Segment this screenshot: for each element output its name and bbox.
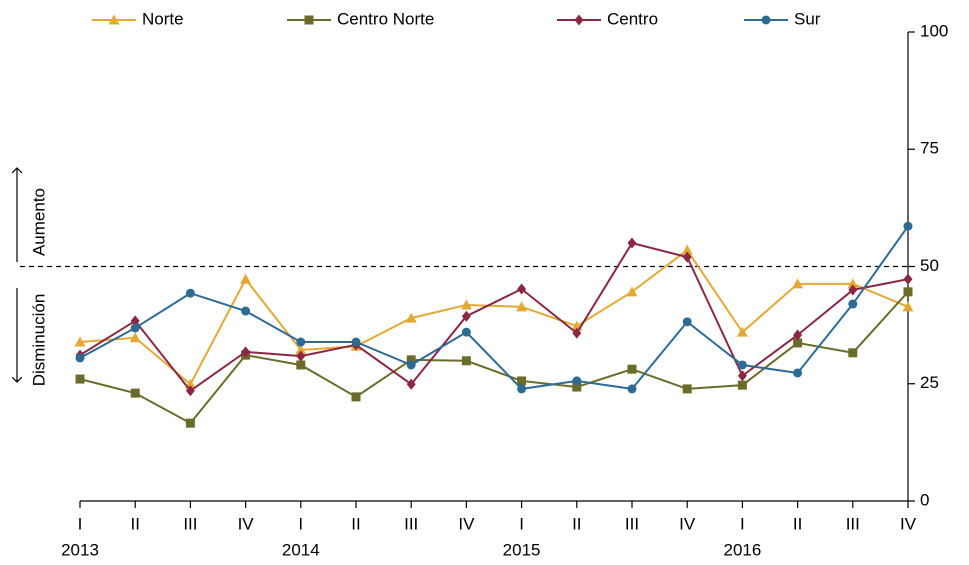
annotation: Aumento: [29, 188, 48, 256]
point: [517, 384, 527, 394]
point: [792, 278, 804, 289]
point: [682, 384, 692, 394]
series-line: [79, 248, 909, 386]
y-tick-label: 0: [920, 490, 929, 509]
point: [185, 385, 195, 397]
point: [130, 323, 140, 333]
point: [761, 15, 771, 25]
x-tick-label: II: [130, 514, 139, 533]
point: [626, 286, 638, 297]
point: [241, 346, 251, 358]
x-group-label: 2013: [61, 540, 99, 559]
x-tick-label: I: [519, 514, 524, 533]
point: [406, 378, 416, 390]
point: [516, 301, 528, 312]
point: [461, 310, 471, 322]
x-group-label: 2014: [282, 540, 320, 559]
x-tick-label: I: [298, 514, 303, 533]
point: [574, 14, 584, 26]
series-line: [79, 225, 909, 390]
point: [793, 368, 803, 378]
point: [130, 315, 140, 327]
point: [847, 278, 859, 289]
legend-label: Norte: [142, 9, 184, 28]
legend-label: Centro: [607, 9, 658, 28]
point: [130, 388, 140, 398]
point: [681, 244, 693, 255]
point: [351, 392, 361, 402]
point: [682, 251, 692, 263]
point: [108, 14, 120, 25]
legend-label: Centro Norte: [337, 9, 434, 28]
point: [517, 283, 527, 295]
point: [682, 317, 692, 327]
point: [902, 301, 914, 312]
point: [793, 329, 803, 341]
point: [405, 312, 417, 323]
legend-label: Sur: [794, 9, 821, 28]
point: [185, 418, 195, 428]
point: [737, 360, 747, 370]
point: [627, 364, 637, 374]
y-tick-label: 50: [920, 256, 939, 275]
x-tick-label: III: [625, 514, 639, 533]
point: [848, 284, 858, 296]
y-tick-label: 100: [920, 21, 948, 40]
point: [296, 360, 306, 370]
point: [460, 299, 472, 310]
point: [185, 288, 195, 298]
point: [627, 237, 637, 249]
point: [737, 370, 747, 382]
point: [129, 332, 141, 343]
x-tick-label: II: [351, 514, 360, 533]
point: [848, 348, 858, 358]
point: [848, 299, 858, 309]
point: [903, 287, 913, 297]
series-line: [79, 241, 909, 393]
point: [461, 356, 471, 366]
point: [296, 350, 306, 362]
series-line: [79, 291, 909, 425]
x-tick-label: III: [183, 514, 197, 533]
x-tick-label: III: [404, 514, 418, 533]
point: [903, 221, 913, 231]
point: [75, 353, 85, 363]
y-tick-label: 75: [920, 139, 939, 158]
point: [737, 380, 747, 390]
x-tick-label: IV: [679, 514, 696, 533]
x-tick-label: IV: [238, 514, 255, 533]
point: [241, 306, 251, 316]
point: [240, 273, 252, 284]
annotation: Disminución: [29, 294, 48, 387]
point: [351, 337, 361, 347]
point: [517, 376, 527, 386]
point: [461, 327, 471, 337]
x-group-label: 2015: [503, 540, 541, 559]
point: [903, 273, 913, 285]
point: [572, 376, 582, 386]
x-tick-label: I: [740, 514, 745, 533]
point: [406, 355, 416, 365]
point: [75, 374, 85, 384]
point: [406, 360, 416, 370]
point: [572, 327, 582, 339]
x-tick-label: II: [793, 514, 802, 533]
x-tick-label: II: [572, 514, 581, 533]
point: [793, 338, 803, 348]
point: [736, 326, 748, 337]
x-tick-label: I: [78, 514, 83, 533]
x-tick-label: IV: [900, 514, 917, 533]
point: [296, 337, 306, 347]
x-tick-label: III: [846, 514, 860, 533]
point: [627, 384, 637, 394]
point: [572, 382, 582, 392]
x-group-label: 2016: [723, 540, 761, 559]
x-tick-label: IV: [458, 514, 475, 533]
point: [295, 344, 307, 355]
point: [74, 336, 86, 347]
y-tick-label: 25: [920, 373, 939, 392]
point: [304, 15, 314, 25]
